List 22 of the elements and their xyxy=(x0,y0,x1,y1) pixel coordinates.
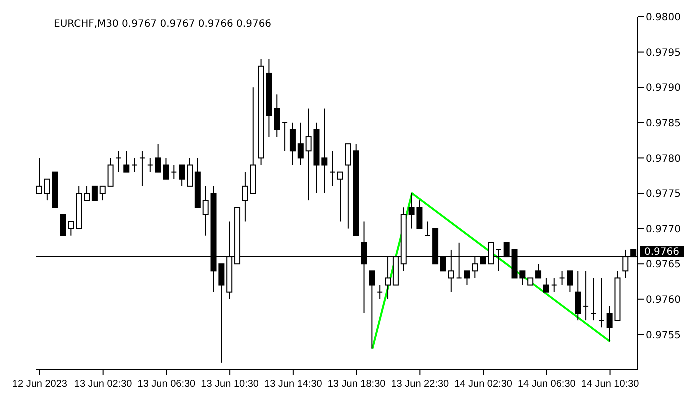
y-tick-label: 0.9770 xyxy=(646,224,681,236)
chart-title: EURCHF,M30 0.9767 0.9767 0.9766 0.9766 xyxy=(54,19,272,30)
x-tick-label: 12 Jun 2023 xyxy=(12,379,68,390)
y-tick-label: 0.9790 xyxy=(646,83,681,94)
y-tick-label: 0.9765 xyxy=(646,260,681,271)
x-tick-label: 13 Jun 10:30 xyxy=(201,379,260,390)
x-tick-label: 13 Jun 22:30 xyxy=(391,379,450,390)
y-tick-label: 0.9775 xyxy=(646,189,681,200)
x-tick-label: 13 Jun 06:30 xyxy=(138,379,196,390)
x-tick-label: 13 Jun 18:30 xyxy=(328,379,386,390)
x-tick-label: 14 Jun 10:30 xyxy=(581,379,640,390)
x-tick-label: 14 Jun 06:30 xyxy=(518,379,576,390)
y-tick-label: 0.9795 xyxy=(646,48,681,59)
y-tick-label: 0.9800 xyxy=(646,12,681,24)
x-tick-label: 13 Jun 14:30 xyxy=(264,379,323,390)
ref-line-label: 0.9766 xyxy=(644,247,680,258)
y-tick-label: 0.9780 xyxy=(646,154,681,165)
y-tick-label: 0.9760 xyxy=(646,294,681,306)
x-tick-label: 13 Jun 02:30 xyxy=(74,379,133,390)
x-tick-label: 14 Jun 02:30 xyxy=(454,379,513,390)
y-tick-label: 0.9755 xyxy=(646,330,681,342)
y-tick-label: 0.9785 xyxy=(646,118,681,130)
